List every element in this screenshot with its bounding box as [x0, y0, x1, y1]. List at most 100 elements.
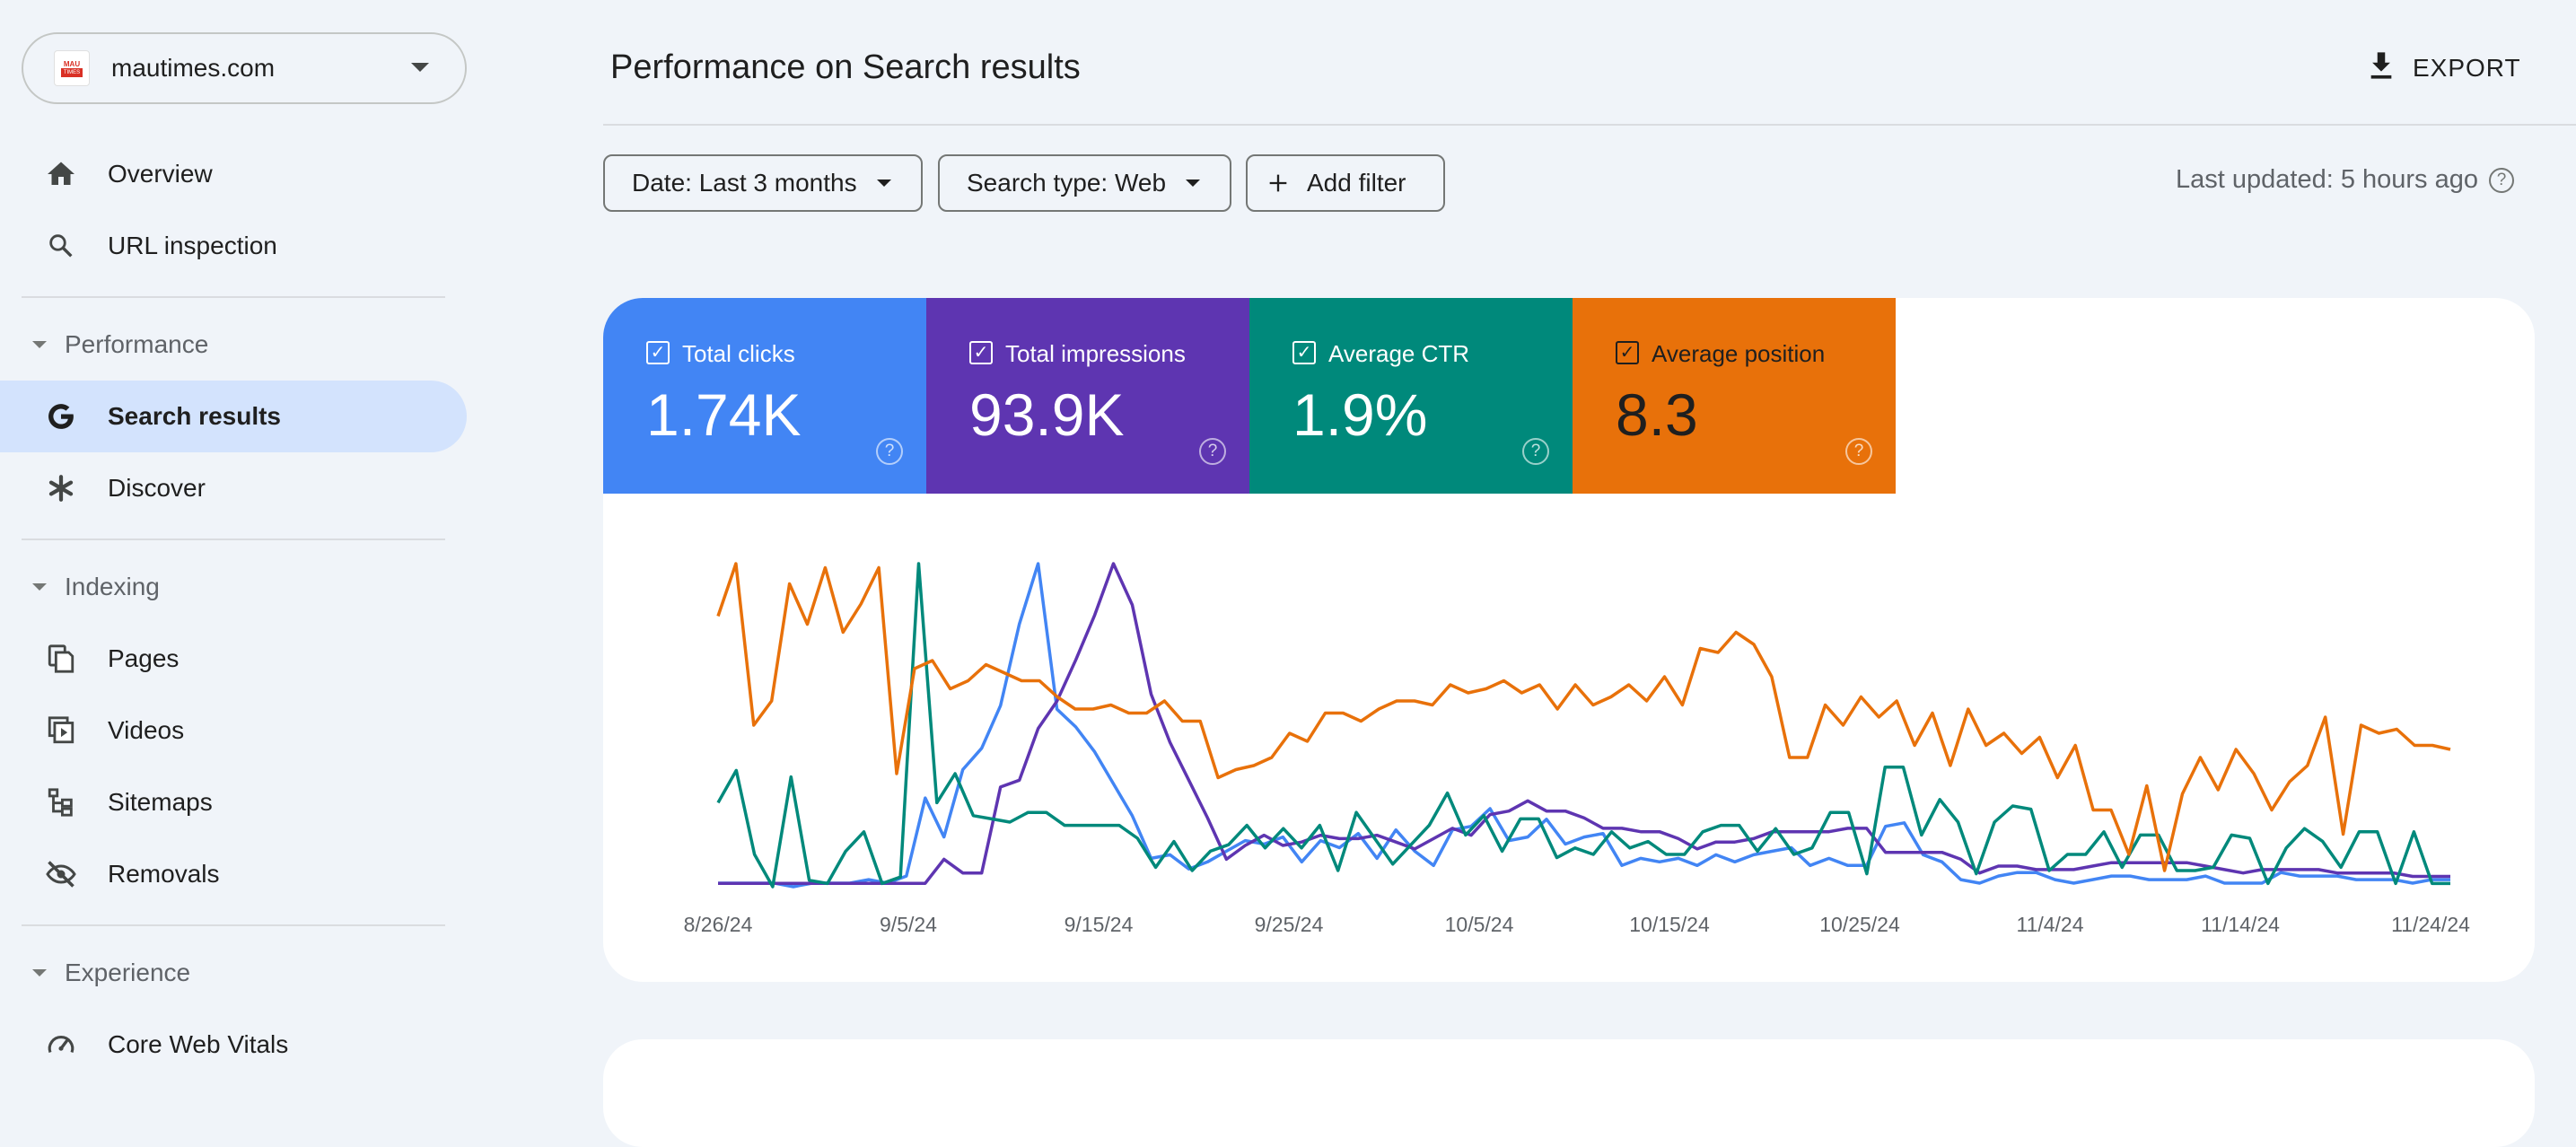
- queries-table-card: [603, 1039, 2535, 1147]
- sidebar-item-overview[interactable]: Overview: [0, 138, 467, 210]
- sidebar-item-pages[interactable]: Pages: [0, 623, 467, 695]
- x-tick-label: 11/4/24: [2016, 913, 2083, 936]
- caret-down-icon: [1186, 179, 1201, 187]
- home-icon: [43, 156, 79, 192]
- checkbox-checked-icon[interactable]: ✓: [646, 341, 670, 364]
- help-icon[interactable]: ?: [876, 438, 903, 465]
- divider: [22, 296, 445, 298]
- caret-down-icon: [876, 179, 891, 187]
- metric-label: Average CTR: [1328, 340, 1470, 367]
- checkbox-checked-icon[interactable]: ✓: [969, 341, 993, 364]
- divider: [22, 538, 445, 540]
- property-selector[interactable]: MAU TIMES mautimes.com: [22, 32, 467, 104]
- sidebar-item-label: Sitemaps: [108, 788, 213, 816]
- x-tick-label: 9/15/24: [1065, 913, 1134, 936]
- caret-down-icon: [32, 341, 47, 348]
- performance-chart-card: ✓ Total clicks 1.74K ? ✓ Total impressio…: [603, 298, 2535, 982]
- sidebar-item-search-results[interactable]: Search results: [0, 381, 467, 452]
- sitemaps-icon: [43, 784, 79, 820]
- metric-value: 1.9%: [1292, 381, 1428, 448]
- metric-card-total-clicks[interactable]: ✓ Total clicks 1.74K ?: [603, 298, 926, 494]
- last-updated: Last updated: 5 hours ago ?: [2176, 165, 2514, 195]
- logo-text-top: MAU: [63, 59, 81, 68]
- search-type-label: Search type: Web: [967, 169, 1167, 197]
- x-tick-label: 11/24/24: [2391, 913, 2470, 936]
- section-performance[interactable]: Performance: [0, 318, 467, 372]
- add-filter-button[interactable]: Add filter: [1246, 154, 1445, 212]
- help-icon[interactable]: ?: [1199, 438, 1226, 465]
- caret-down-icon: [32, 583, 47, 591]
- videos-icon: [43, 713, 79, 749]
- metric-value: 1.74K: [646, 381, 802, 448]
- last-updated-text: Last updated: 5 hours ago: [2176, 165, 2478, 194]
- x-tick-label: 9/25/24: [1255, 913, 1324, 936]
- metric-card-total-impressions[interactable]: ✓ Total impressions 93.9K ?: [926, 298, 1249, 494]
- metric-value: 93.9K: [969, 381, 1125, 448]
- caret-down-icon: [32, 969, 47, 976]
- pages-icon: [43, 641, 79, 677]
- property-logo: MAU TIMES: [54, 50, 90, 86]
- sidebar-item-removals[interactable]: Removals: [0, 838, 467, 910]
- download-icon: [2366, 49, 2396, 88]
- x-tick-label: 9/5/24: [880, 913, 937, 936]
- metric-label: Total clicks: [682, 340, 795, 367]
- asterisk-icon: [43, 470, 79, 506]
- checkbox-checked-icon[interactable]: ✓: [1616, 341, 1639, 364]
- search-type-filter-chip[interactable]: Search type: Web: [938, 154, 1231, 212]
- sidebar-item-videos[interactable]: Videos: [0, 695, 467, 766]
- eye-off-icon: [43, 856, 79, 892]
- series-line-average-ctr: [716, 562, 2450, 889]
- sidebar-item-url-inspection[interactable]: URL inspection: [0, 210, 467, 282]
- metric-card-average-ctr[interactable]: ✓ Average CTR 1.9% ?: [1249, 298, 1573, 494]
- section-label: Performance: [65, 330, 209, 358]
- x-tick-label: 10/25/24: [1819, 913, 1900, 936]
- search-icon: [43, 228, 79, 264]
- google-g-icon: [43, 398, 79, 434]
- x-tick-label: 11/14/24: [2201, 913, 2280, 936]
- help-icon[interactable]: ?: [1522, 438, 1549, 465]
- sidebar-item-discover[interactable]: Discover: [0, 452, 467, 524]
- metric-value: 8.3: [1616, 381, 1698, 448]
- performance-line-chart[interactable]: 8/26/24 9/5/24 9/15/24 9/25/24 10/5/24 10/15/…: [603, 298, 2535, 982]
- date-filter-label: Date: Last 3 months: [632, 169, 857, 197]
- section-label: Experience: [65, 959, 191, 986]
- x-tick-label: 10/15/24: [1629, 913, 1710, 936]
- sidebar-item-label: Core Web Vitals: [108, 1030, 289, 1058]
- help-icon[interactable]: ?: [1845, 438, 1872, 465]
- x-tick-label: 10/5/24: [1445, 913, 1514, 936]
- export-label: EXPORT: [2413, 54, 2521, 82]
- sidebar-item-core-web-vitals[interactable]: Core Web Vitals: [0, 1009, 467, 1081]
- sidebar-item-label: Overview: [108, 160, 213, 188]
- chevron-down-icon[interactable]: [411, 63, 429, 72]
- divider: [22, 924, 445, 926]
- sidebar-item-label: Search results: [108, 402, 281, 430]
- header-divider: [603, 124, 2576, 126]
- sidebar-item-label: URL inspection: [108, 232, 277, 259]
- series-line-total-clicks: [718, 562, 2450, 889]
- sidebar-item-label: Removals: [108, 860, 220, 888]
- page-title: Performance on Search results: [610, 48, 1081, 86]
- x-tick-label: 8/26/24: [684, 913, 753, 936]
- series-line-average-position: [716, 562, 2451, 872]
- plus-icon: [1266, 171, 1291, 196]
- sidebar-item-label: Discover: [108, 474, 206, 502]
- help-icon[interactable]: ?: [2488, 167, 2514, 193]
- export-button[interactable]: EXPORT: [2366, 47, 2521, 90]
- add-filter-label: Add filter: [1307, 169, 1406, 197]
- gauge-icon: [43, 1027, 79, 1063]
- section-indexing[interactable]: Indexing: [0, 560, 467, 614]
- section-experience[interactable]: Experience: [0, 946, 467, 1000]
- property-name: mautimes.com: [111, 54, 276, 82]
- sidebar-item-label: Videos: [108, 716, 185, 744]
- section-label: Indexing: [65, 573, 160, 600]
- sidebar: MAU TIMES mautimes.com Overview URL insp…: [0, 0, 485, 1079]
- date-filter-chip[interactable]: Date: Last 3 months: [603, 154, 923, 212]
- sidebar-item-label: Pages: [108, 644, 180, 672]
- sidebar-item-sitemaps[interactable]: Sitemaps: [0, 766, 467, 838]
- metric-card-average-position[interactable]: ✓ Average position 8.3 ?: [1573, 298, 1896, 494]
- series-line-total-impressions: [718, 562, 2450, 885]
- metric-label: Total impressions: [1005, 340, 1186, 367]
- checkbox-checked-icon[interactable]: ✓: [1292, 341, 1316, 364]
- logo-text-bottom: TIMES: [60, 67, 83, 77]
- metric-label: Average position: [1652, 340, 1826, 367]
